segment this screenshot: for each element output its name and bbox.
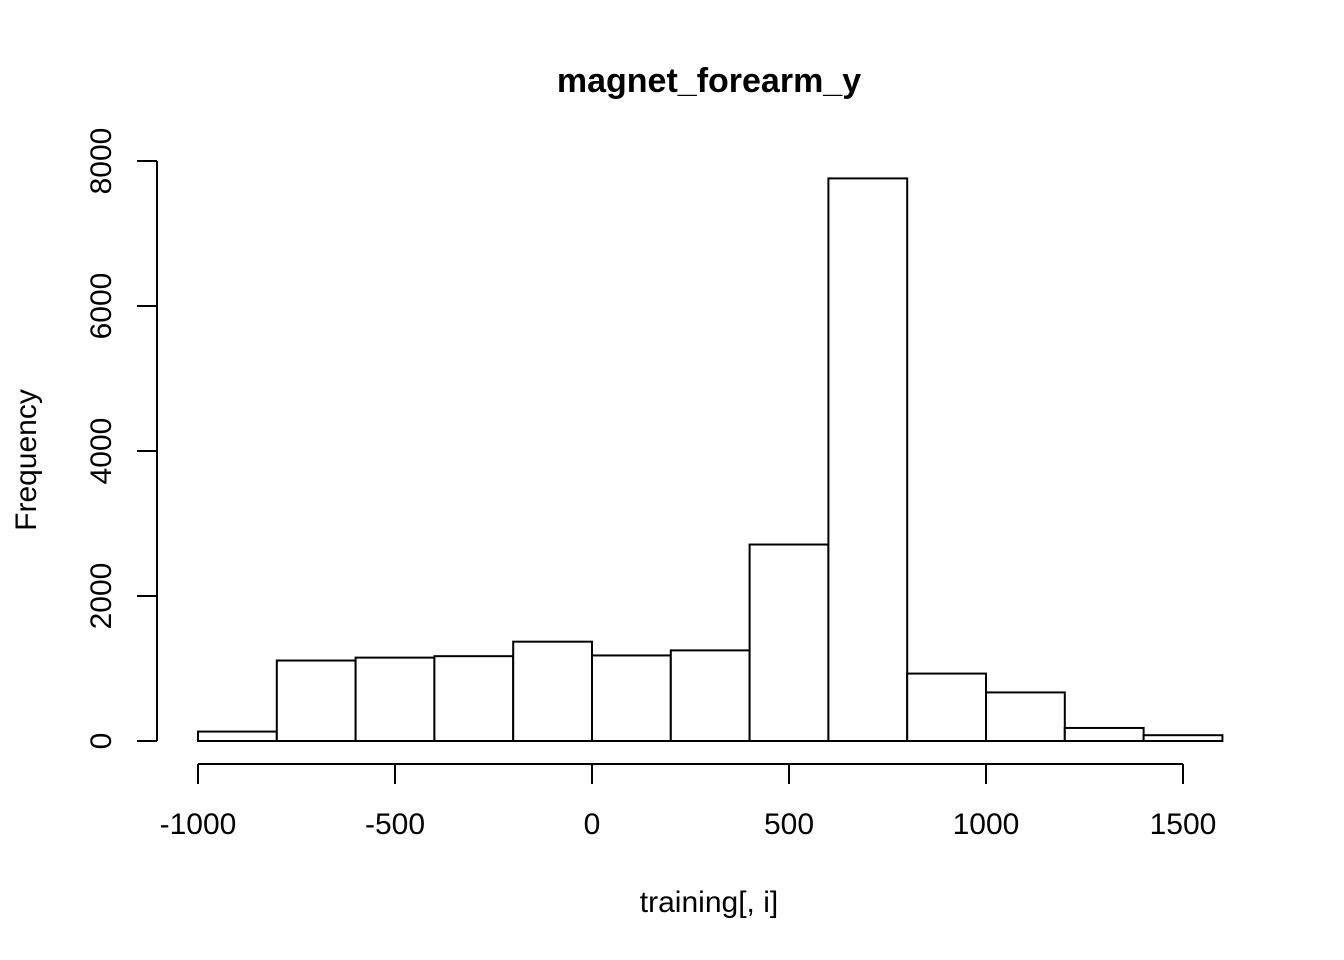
histogram-bar	[748, 543, 830, 743]
x-tick-label: 1500	[1150, 808, 1217, 841]
x-tick-label: -500	[365, 808, 425, 841]
histogram-bar	[1142, 734, 1224, 743]
x-tick-label: 1000	[953, 808, 1020, 841]
x-tick-label: 500	[764, 808, 814, 841]
x-tick-label: 0	[584, 808, 601, 841]
y-tick-label: 6000	[85, 273, 118, 340]
histogram-bar	[197, 730, 278, 743]
histogram-bar	[827, 177, 909, 742]
y-tick-label: 4000	[85, 418, 118, 485]
histogram-bar	[1063, 726, 1145, 743]
histogram-bar	[512, 640, 594, 742]
y-tick-label: 2000	[85, 563, 118, 630]
x-tick-label: -1000	[160, 808, 237, 841]
histogram-bars	[197, 177, 1224, 743]
y-tick-label: 0	[85, 733, 118, 750]
histogram-bar	[669, 649, 751, 742]
y-axis-label: Frequency	[10, 389, 43, 531]
histogram-bar	[433, 655, 515, 742]
chart-title: magnet_forearm_y	[557, 62, 861, 100]
y-tick-label: 8000	[85, 128, 118, 195]
histogram-bar	[985, 691, 1066, 742]
x-axis-label: training[, i]	[640, 886, 778, 919]
x-axis: -1000 -500 0 500 1000 1500	[160, 763, 1217, 841]
histogram-bar	[591, 654, 672, 743]
y-axis: 0 2000 4000 6000 8000	[85, 128, 158, 750]
histogram-bar	[354, 656, 436, 742]
histogram-bar	[906, 672, 988, 743]
histogram-bar	[275, 659, 357, 743]
